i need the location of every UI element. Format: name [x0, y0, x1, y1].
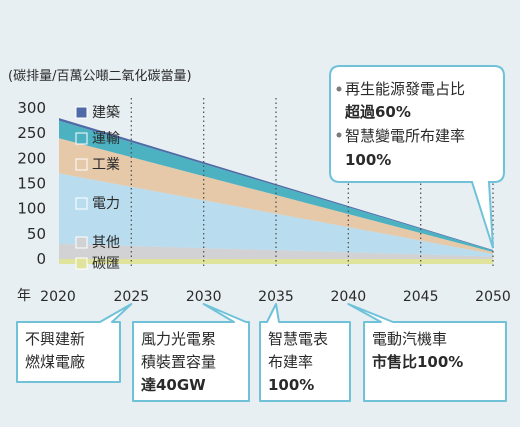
milestone-2035-line2: 布建率: [268, 353, 313, 371]
y-tick-250: 250: [17, 124, 46, 142]
callout-2050-line4: 100%: [345, 151, 391, 169]
legend-label-other: 其他: [92, 235, 120, 251]
milestone-2025-line2: 燃煤電廠: [25, 353, 85, 371]
milestone-2035-line3: 100%: [268, 376, 314, 394]
bullet-dot: [336, 86, 342, 92]
milestone-2035-line1: 智慧電表: [268, 330, 328, 348]
x-tick-2045: 2045: [403, 289, 439, 305]
legend-swatch-transport: [75, 132, 88, 145]
milestone-box-2035: [259, 303, 351, 402]
x-tick-2035: 2035: [258, 289, 294, 305]
legend-label-building: 建築: [92, 105, 120, 121]
y-tick-200: 200: [17, 149, 46, 167]
legend-swatch-building: [75, 106, 88, 119]
callout-2050-line1: 再生能源發電占比: [345, 80, 465, 98]
y-tick-300: 300: [17, 99, 46, 117]
area-transport: [59, 120, 493, 252]
legend-label-power: 電力: [92, 196, 120, 212]
x-tick-2030: 2030: [186, 289, 222, 305]
y-tick-100: 100: [17, 200, 46, 218]
x-tick-2050: 2050: [475, 289, 511, 305]
area-industry: [59, 138, 493, 254]
area-carbon-sink: [59, 259, 493, 265]
milestone-2040-line2: 市售比100%: [372, 353, 463, 371]
legend-swatch-industry: [75, 158, 88, 171]
legend-label-industry: 工業: [92, 157, 120, 173]
legend-label-transport: 運輸: [92, 131, 120, 147]
x-tick-2025: 2025: [114, 289, 150, 305]
milestone-2030-line1: 風力光電累: [141, 330, 216, 348]
milestone-box-2030: [132, 303, 250, 402]
milestone-2025-line1: 不興建新: [25, 330, 85, 348]
callout-2050-box: [329, 65, 505, 249]
milestone-2030-line3: 達40GW: [141, 376, 206, 394]
milestone-2040-line1: 電動汽機車: [372, 330, 447, 348]
unit-label: (碳排量/百萬公噸二氧化碳當量): [8, 69, 192, 84]
legend-swatch-other: [75, 236, 88, 249]
x-tick-2040: 2040: [331, 289, 367, 305]
legend-swatch-sink: [75, 257, 88, 270]
callout-2050-line2: 超過60%: [344, 103, 411, 121]
milestone-box-2025: [16, 303, 133, 383]
y-tick-0: 0: [36, 250, 46, 268]
legend-label-sink: 碳匯: [92, 256, 120, 272]
milestone-2030-line2: 積裝置容量: [141, 353, 216, 371]
legend-swatch-power: [75, 197, 88, 210]
x-tick-2020: 2020: [40, 289, 76, 305]
area-power: [59, 173, 493, 257]
callout-2050-line3: 智慧變電所布建率: [345, 127, 465, 145]
bullet-dot: [336, 132, 342, 138]
milestone-box-2040: [347, 303, 507, 402]
x-axis-label: 年: [17, 288, 31, 304]
y-tick-150: 150: [17, 175, 46, 193]
y-tick-50: 50: [27, 225, 46, 243]
